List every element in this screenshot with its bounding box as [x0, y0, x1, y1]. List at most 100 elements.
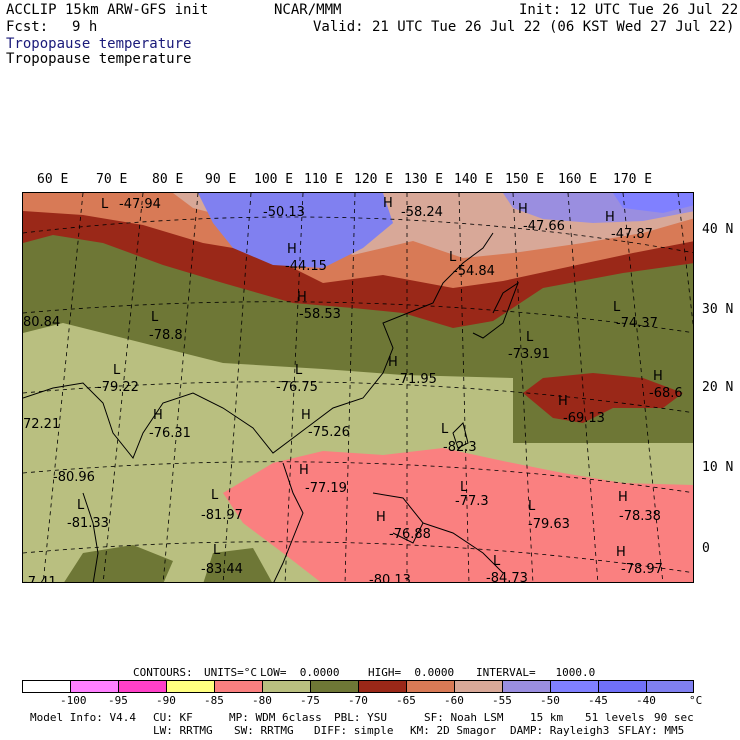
map-canvas: L -47.94 -50.13 H -58.24 H -47.66 H -47.…	[23, 193, 693, 583]
colorbar-tick: -55	[492, 694, 512, 707]
fcst-value: 9 h	[72, 19, 98, 35]
colorbar-tick: -70	[348, 694, 368, 707]
map-label: -82.3	[443, 440, 477, 455]
colorbar-swatch	[22, 680, 71, 693]
map-label: H	[388, 355, 398, 370]
lat-label-0: 0	[702, 541, 710, 556]
map-label: -71.95	[395, 372, 437, 387]
lon-label-170e: 170 E	[613, 172, 653, 187]
map-label: 80.84	[23, 315, 60, 330]
lon-label-70e: 70 E	[96, 172, 128, 187]
map-label: -47.66	[523, 219, 565, 234]
colorbar-swatch	[310, 680, 359, 693]
contours-low: LOW= 0.0000	[260, 666, 340, 679]
colorbar-tick: -65	[396, 694, 416, 707]
map-label: H	[297, 290, 307, 305]
field-title-secondary: Tropopause temperature	[6, 51, 192, 67]
map-label: L	[528, 499, 536, 514]
lon-label-60e: 60 E	[37, 172, 69, 187]
map-label: -73.91	[508, 347, 550, 362]
lat-label-20n: 20 N	[702, 380, 734, 395]
model-info-lw: LW: RRTMG	[153, 724, 213, 737]
model-title: ACCLIP 15km ARW-GFS init	[6, 2, 209, 18]
colorbar-tick: -45	[588, 694, 608, 707]
map-label: -78.97	[621, 562, 663, 577]
contours-label: CONTOURS:	[133, 666, 193, 679]
map-label: H	[153, 408, 163, 423]
colorbar-units: °C	[689, 694, 703, 707]
lon-label-90e: 90 E	[205, 172, 237, 187]
colorbar-swatch	[118, 680, 167, 693]
lon-label-140e: 140 E	[454, 172, 494, 187]
map-label: -80.13	[369, 573, 411, 583]
field-band-olive-patch	[64, 545, 173, 582]
map-label: -47.87	[611, 227, 653, 242]
map-label: L	[613, 300, 621, 315]
contours-interval: INTERVAL= 1000.0	[476, 666, 596, 679]
colorbar-swatch	[70, 680, 119, 693]
map-label: -74.37	[616, 316, 658, 331]
extrema-labels: L -47.94 -50.13 H -58.24 H -47.66 H -47.…	[23, 196, 683, 583]
colorbar-tick: -80	[252, 694, 272, 707]
map-label: H	[383, 196, 393, 211]
map-label: L	[493, 554, 501, 569]
map-label: -78.8	[149, 328, 183, 343]
lat-label-30n: 30 N	[702, 302, 734, 317]
map-label: H	[299, 463, 309, 478]
model-info-mp: MP: WDM 6class	[229, 711, 322, 724]
map-label: H	[518, 202, 528, 217]
colorbar-tick: -40	[636, 694, 656, 707]
map-label: -79.63	[528, 517, 570, 532]
map-label: -84.73	[486, 571, 528, 583]
model-info-damp: DAMP: Rayleigh3	[510, 724, 610, 737]
colorbar-tick: -75	[300, 694, 320, 707]
colorbar-tick: -85	[204, 694, 224, 707]
map-label: -77.3	[455, 494, 489, 509]
map-label: -83.44	[201, 562, 243, 577]
colorbar-swatch	[358, 680, 407, 693]
colorbar-tick: -95	[108, 694, 128, 707]
model-info-km: KM: 2D Smagor	[410, 724, 497, 737]
model-info-diff: DIFF: simple	[314, 724, 394, 737]
map-label: -44.15	[285, 259, 327, 274]
map-label: -76.75	[276, 380, 318, 395]
contours-units: UNITS=°C	[204, 666, 257, 679]
map-label: L	[101, 197, 109, 212]
field-band-salmon	[223, 448, 693, 582]
graticule	[23, 193, 693, 582]
model-info-res: 15 km	[530, 711, 564, 724]
map-label: L	[151, 310, 159, 325]
coastlines	[23, 232, 520, 582]
field-band-blue-ne	[613, 193, 693, 213]
model-info-pbl: PBL: YSU	[334, 711, 387, 724]
map-label: L	[441, 422, 449, 437]
colorbar-swatch	[166, 680, 215, 693]
map-label: -81.97	[201, 508, 243, 523]
map-label: H	[618, 490, 628, 505]
map-label: L	[113, 363, 121, 378]
model-info-sw: SW: RRTMG	[234, 724, 294, 737]
map-label: L	[211, 488, 219, 503]
colorbar-swatch	[262, 680, 311, 693]
model-info-sf: SF: Noah LSM	[424, 711, 504, 724]
map-label: -77.19	[305, 481, 347, 496]
map-label: L	[460, 480, 468, 495]
map-label: 72.21	[23, 417, 60, 432]
map-label: H	[558, 394, 568, 409]
map-label: L	[77, 498, 85, 513]
model-info-levels: 51 levels	[585, 711, 645, 724]
center-label: NCAR/MMM	[274, 2, 342, 18]
map-label: L	[449, 250, 457, 265]
map-panel: L -47.94 -50.13 H -58.24 H -47.66 H -47.…	[22, 192, 694, 583]
colorbar-tick: -50	[540, 694, 560, 707]
init-time: Init: 12 UTC Tue 26 Jul 22	[519, 2, 739, 18]
lon-label-80e: 80 E	[152, 172, 184, 187]
map-label: -58.24	[401, 205, 443, 220]
map-label: -54.84	[453, 264, 495, 279]
lon-label-150e: 150 E	[505, 172, 545, 187]
map-label: L	[295, 363, 303, 378]
field-title-primary: Tropopause temperature	[6, 36, 192, 52]
map-label: -68.6	[649, 386, 683, 401]
map-label: -76.88	[389, 527, 431, 542]
lon-label-130e: 130 E	[404, 172, 444, 187]
